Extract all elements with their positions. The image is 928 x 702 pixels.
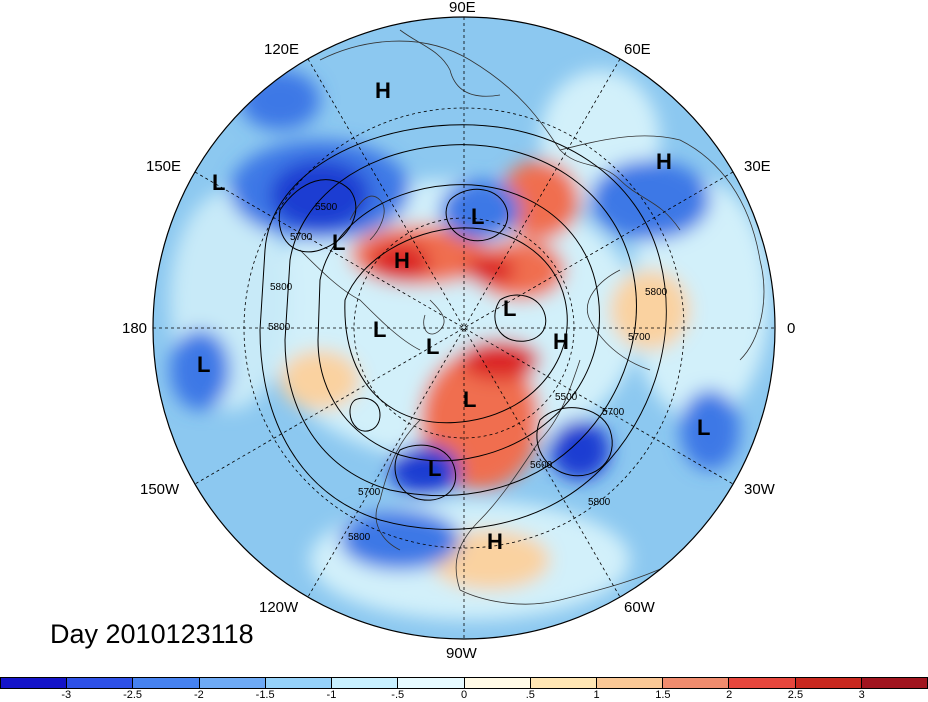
- colorbar: [0, 677, 928, 689]
- contour-label-5800-e: 5800: [645, 287, 668, 298]
- lon-label-60w: 60W: [624, 599, 655, 616]
- height-contours: [259, 124, 667, 530]
- contour-label-5800-d: 5800: [348, 532, 371, 543]
- colorbar-cell: [596, 678, 664, 688]
- lon-label-180: 180: [122, 320, 148, 337]
- lon-label-60e: 60E: [624, 41, 651, 58]
- contour-label-5800-a: 5800: [270, 282, 293, 293]
- contour-label-5800-b: 5800: [268, 322, 291, 333]
- low-center-7: L: [197, 352, 210, 377]
- high-center-3: H: [394, 248, 410, 273]
- contour-label-5700-c: 5700: [358, 487, 381, 498]
- lon-label-90e: 90E: [449, 0, 476, 16]
- pressure-centers: H H H H H L L L L L L L L L L: [197, 78, 710, 554]
- low-center-8: L: [463, 387, 476, 412]
- high-center-2: H: [656, 149, 672, 174]
- low-center-2: L: [471, 204, 484, 229]
- lon-label-30w: 30W: [744, 481, 775, 498]
- colorbar-tick-label: 0: [460, 689, 468, 701]
- contour-label-5700-d: 5700: [628, 332, 651, 343]
- colorbar-tick-label: -2.5: [123, 689, 143, 701]
- colorbar-cell: [729, 678, 796, 688]
- high-center-1: H: [375, 78, 391, 103]
- low-center-1: L: [212, 170, 225, 195]
- low-center-10: L: [428, 456, 441, 481]
- lon-label-120e: 120E: [264, 41, 300, 58]
- colorbar-tick-label: 2: [726, 689, 733, 701]
- colorbar-cell: [67, 678, 134, 688]
- colorbar-cell: [332, 678, 399, 688]
- contour-label-5800-c: 5800: [588, 497, 611, 508]
- colorbar-cell: [861, 678, 928, 688]
- contour-label-5500-b: 5500: [555, 392, 578, 403]
- high-center-5: H: [487, 529, 503, 554]
- lon-label-150w: 150W: [140, 481, 180, 498]
- colorbar-cell: [795, 678, 862, 688]
- colorbar-tick-label: .5: [525, 689, 535, 701]
- contour-label-5500-a: 5500: [315, 202, 338, 213]
- colorbar-tick-label: 1.5: [655, 689, 671, 701]
- colorbar-tick-label: 3: [858, 689, 865, 701]
- map-boundary: [152, 16, 776, 640]
- low-center-9: L: [697, 415, 710, 440]
- lon-label-120w: 120W: [259, 599, 299, 616]
- colorbar-cell: [398, 678, 465, 688]
- low-center-6: L: [426, 334, 439, 359]
- colorbar-cell: [663, 678, 730, 688]
- colorbar-cell: [530, 678, 597, 688]
- colorbar-tick-label: 1: [593, 689, 600, 701]
- anomaly-field: 5500 5700 5800 5800 5500 5600 5700 5800 …: [153, 17, 775, 639]
- colorbar-tick-label: -1.5: [255, 689, 275, 701]
- colorbar-cell: [199, 678, 266, 688]
- high-center-4: H: [553, 329, 569, 354]
- colorbar-tick-label: -1: [326, 689, 337, 701]
- contour-labels: 5500 5700 5800 5800 5500 5600 5700 5800 …: [268, 202, 668, 543]
- colorbar-cell: [265, 678, 333, 688]
- colorbar-tick-label: -.5: [391, 689, 405, 701]
- lon-label-30e: 30E: [744, 158, 771, 175]
- graticule: [153, 17, 775, 639]
- contour-label-5700-b: 5700: [602, 407, 625, 418]
- contour-label-5600: 5600: [530, 460, 553, 471]
- day-title: Day 2010123118: [50, 619, 254, 649]
- lon-label-0: 0: [787, 320, 796, 337]
- colorbar-tick-label: -2: [193, 689, 204, 701]
- colorbar-cell: [1, 678, 68, 688]
- colorbar-cell: [133, 678, 200, 688]
- low-center-3: L: [332, 230, 345, 255]
- colorbar-tick-label: -3: [61, 689, 72, 701]
- low-center-4: L: [503, 296, 516, 321]
- lon-label-150e: 150E: [146, 158, 182, 175]
- lon-label-90w: 90W: [446, 645, 477, 662]
- contour-label-5700-a: 5700: [290, 232, 313, 243]
- low-center-5: L: [373, 317, 386, 342]
- colorbar-cell: [464, 678, 531, 688]
- colorbar-tick-label: 2.5: [787, 689, 804, 701]
- coastlines: [299, 29, 765, 605]
